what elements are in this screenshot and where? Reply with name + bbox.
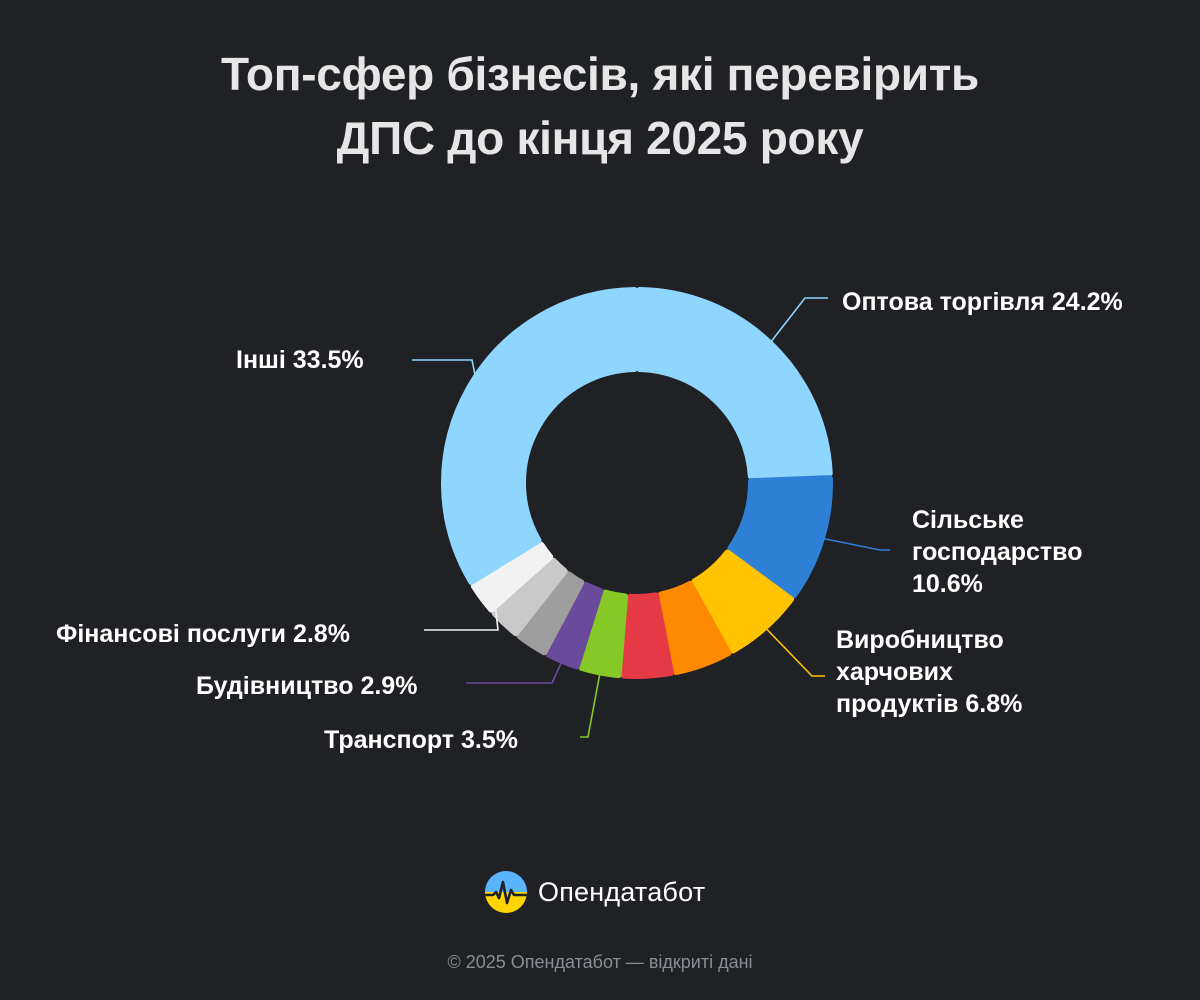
leader-line-financial-services (424, 589, 499, 631)
label-financial-services: Фінансові послуги 2.8% (56, 620, 350, 648)
label-construction: Будівництво 2.9% (196, 672, 418, 700)
slice-slice-9 (491, 557, 568, 637)
leader-line-agriculture (807, 534, 890, 551)
slice-wholesale (636, 287, 833, 480)
title-line-2: ДПС до кінця 2025 року (336, 112, 864, 164)
leader-line-construction (466, 647, 569, 684)
slice-agriculture (727, 475, 833, 599)
leader-line-wholesale (761, 297, 828, 354)
label-agriculture: Сільське господарство 10.6% (912, 506, 1083, 598)
slice-construction (545, 581, 604, 670)
label-wholesale: Оптова торгівля 24.2% (842, 288, 1123, 316)
leader-line-others (412, 359, 480, 395)
leader-line-transport (580, 658, 604, 738)
label-transport: Транспорт 3.5% (324, 726, 518, 754)
opendatabot-logo-icon (485, 871, 527, 913)
slice-financial-services (470, 541, 554, 613)
slice-others (441, 287, 638, 585)
brand: Опендатабот (484, 870, 705, 914)
slice-slice-4 (657, 580, 732, 676)
slice-transport (578, 589, 629, 679)
label-others: Інші 33.5% (236, 346, 364, 374)
slice-food-production (691, 549, 795, 654)
brand-name: Опендатабот (538, 876, 706, 907)
slice-slice-8 (516, 571, 585, 656)
label-food-production: Виробництво харчових продуктів 6.8% (836, 626, 1023, 718)
chart-title: Топ-сфер бізнесів, які перевірить ДПС до… (0, 42, 1200, 170)
leader-line-food-production (754, 616, 825, 677)
slice-slice-5 (620, 592, 674, 679)
footer-copyright: © 2025 Опендатабот — відкриті дані (447, 952, 753, 972)
title-line-1: Топ-сфер бізнесів, які перевірить (221, 48, 979, 100)
